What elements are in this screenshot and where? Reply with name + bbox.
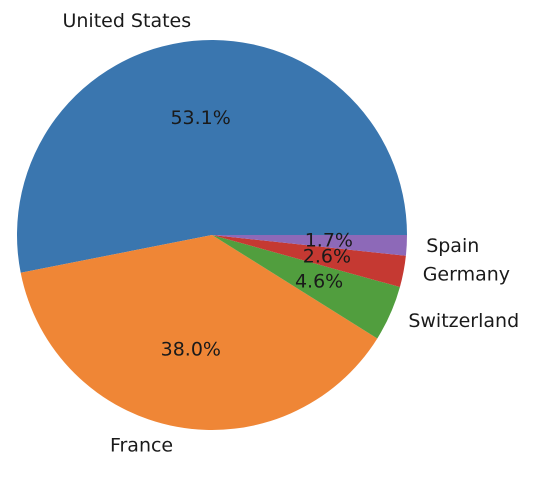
percent-label-united-states: 53.1% — [170, 107, 230, 129]
category-label-switzerland: Switzerland — [408, 310, 519, 332]
percent-label-spain: 1.7% — [305, 230, 353, 252]
pie-slice-switzerland — [212, 235, 400, 339]
pie-slice-spain — [212, 235, 407, 256]
category-label-spain: Spain — [426, 235, 479, 257]
pie-slices — [17, 40, 407, 431]
pie-slice-germany — [212, 235, 406, 288]
percent-label-switzerland: 4.6% — [295, 271, 343, 293]
percent-label-france: 38.0% — [161, 339, 221, 361]
pie-slice-united-states — [17, 40, 407, 273]
category-label-france: France — [110, 434, 173, 456]
pie-labels: United States 53.1% France 38.0% Switzerland… — [62, 10, 519, 456]
percent-label-germany: 2.6% — [303, 245, 351, 267]
category-label-germany: Germany — [423, 264, 510, 286]
category-label-united-states: United States — [62, 10, 191, 32]
pie-slice-france — [20, 235, 378, 431]
